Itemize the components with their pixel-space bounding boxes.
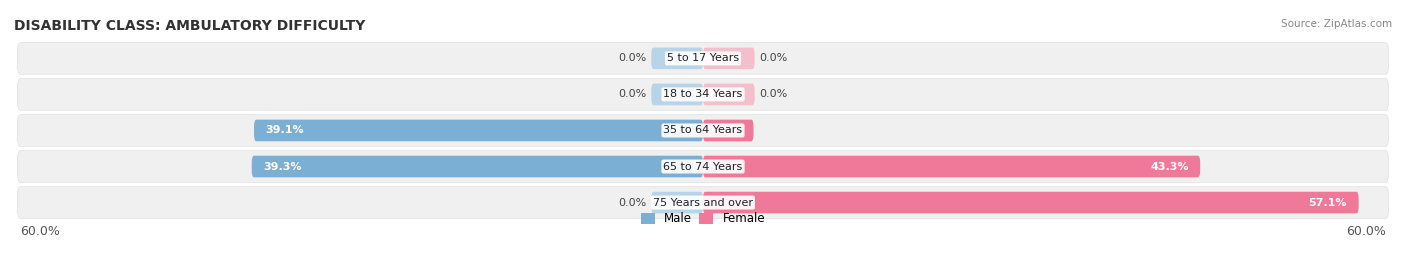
Text: 0.0%: 0.0%: [619, 53, 647, 63]
Text: 35 to 64 Years: 35 to 64 Years: [664, 125, 742, 136]
Text: 5 to 17 Years: 5 to 17 Years: [666, 53, 740, 63]
FancyBboxPatch shape: [17, 43, 1389, 74]
Text: 43.3%: 43.3%: [1150, 161, 1188, 172]
FancyBboxPatch shape: [651, 48, 703, 69]
Text: 75 Years and over: 75 Years and over: [652, 197, 754, 208]
Text: 39.1%: 39.1%: [266, 125, 304, 136]
Legend: Male, Female: Male, Female: [641, 213, 765, 225]
Text: 0.0%: 0.0%: [619, 89, 647, 100]
Text: 18 to 34 Years: 18 to 34 Years: [664, 89, 742, 100]
FancyBboxPatch shape: [17, 151, 1389, 182]
FancyBboxPatch shape: [17, 79, 1389, 110]
Text: 0.0%: 0.0%: [619, 197, 647, 208]
FancyBboxPatch shape: [651, 84, 703, 105]
Text: Source: ZipAtlas.com: Source: ZipAtlas.com: [1281, 19, 1392, 29]
FancyBboxPatch shape: [252, 156, 703, 177]
Text: DISABILITY CLASS: AMBULATORY DIFFICULTY: DISABILITY CLASS: AMBULATORY DIFFICULTY: [14, 19, 366, 33]
Text: 39.3%: 39.3%: [263, 161, 302, 172]
Text: 0.0%: 0.0%: [759, 89, 787, 100]
Text: 65 to 74 Years: 65 to 74 Years: [664, 161, 742, 172]
FancyBboxPatch shape: [703, 192, 1358, 213]
FancyBboxPatch shape: [703, 120, 754, 141]
FancyBboxPatch shape: [17, 115, 1389, 146]
FancyBboxPatch shape: [651, 192, 703, 213]
Text: 60.0%: 60.0%: [1347, 225, 1386, 238]
FancyBboxPatch shape: [703, 84, 755, 105]
FancyBboxPatch shape: [17, 187, 1389, 218]
FancyBboxPatch shape: [254, 120, 703, 141]
Text: 4.4%: 4.4%: [711, 125, 742, 136]
FancyBboxPatch shape: [703, 48, 755, 69]
Text: 0.0%: 0.0%: [759, 53, 787, 63]
Text: 60.0%: 60.0%: [20, 225, 59, 238]
FancyBboxPatch shape: [703, 156, 1201, 177]
Text: 57.1%: 57.1%: [1309, 197, 1347, 208]
